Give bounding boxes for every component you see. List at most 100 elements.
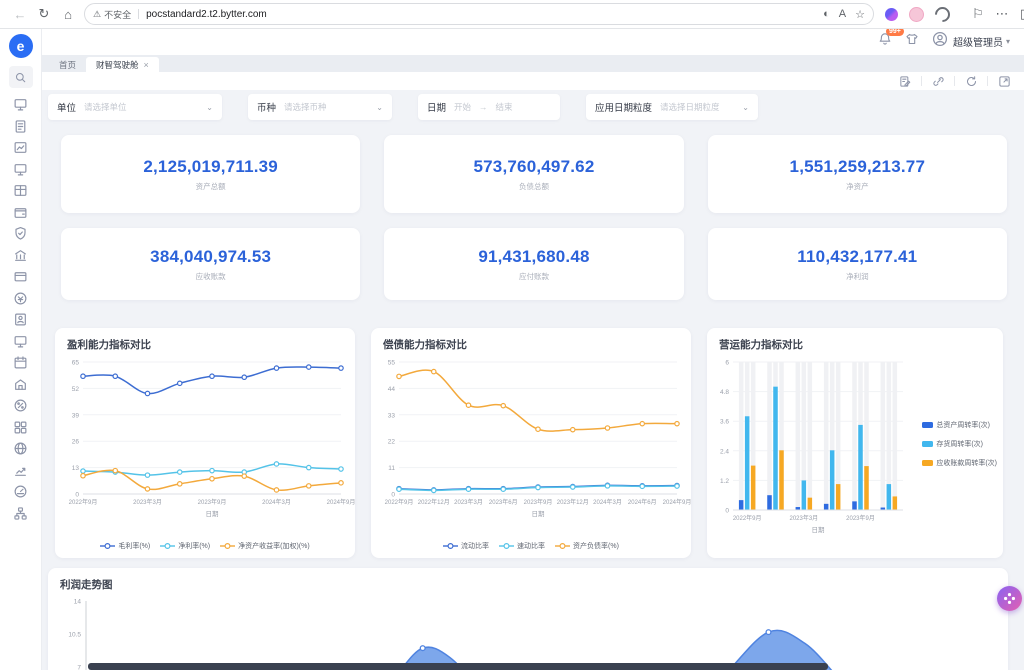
sidebar-item-percent-icon[interactable]: [8, 395, 34, 417]
sidebar-search-button[interactable]: [9, 66, 33, 88]
legend-item[interactable]: 总资产周转率(次): [922, 420, 997, 430]
sidebar-item-file-icon[interactable]: [8, 116, 34, 138]
tab-close-icon[interactable]: ×: [144, 60, 149, 70]
chevron-down-icon: ⌄: [206, 103, 213, 112]
sidebar-item-coin-icon[interactable]: [8, 288, 34, 310]
svg-text:33: 33: [388, 412, 396, 419]
legend-item[interactable]: 净资产收益率(加权)(%): [220, 541, 310, 551]
link-icon[interactable]: [930, 74, 946, 88]
sidebar-item-wallet-icon[interactable]: [8, 202, 34, 224]
reload-icon[interactable]: [963, 74, 979, 88]
stat-label: 应付账款: [519, 271, 549, 282]
app-header: 99+ 超级管理员 ▾: [41, 28, 1024, 55]
url-text[interactable]: pocstandard2.t2.bytter.com: [146, 9, 814, 20]
sidebar-item-table-icon[interactable]: [8, 180, 34, 202]
tab-home[interactable]: 首页: [49, 57, 86, 72]
date-label: 日期: [427, 100, 446, 114]
legend-item[interactable]: 流动比率: [443, 541, 489, 551]
svg-text:6: 6: [725, 360, 729, 367]
sidebar-item-gauge-icon[interactable]: [8, 481, 34, 503]
sidebar-item-grid4-icon[interactable]: [8, 417, 34, 439]
svg-text:2023年3月: 2023年3月: [133, 498, 162, 506]
legend-item[interactable]: 净利率(%): [160, 541, 210, 551]
browser-menu-icon[interactable]: ⋯: [990, 4, 1014, 24]
svg-text:44: 44: [388, 386, 396, 393]
purple-extension-icon[interactable]: [885, 8, 898, 21]
sidebar-item-globe-icon[interactable]: [8, 438, 34, 460]
svg-text:39: 39: [72, 412, 80, 419]
svg-text:7: 7: [77, 665, 81, 670]
sidebar-item-trend-icon[interactable]: [8, 460, 34, 482]
chart-title: 营运能力指标对比: [719, 337, 803, 352]
tab-home-label: 首页: [59, 59, 76, 71]
unit-select[interactable]: 单位 请选择单位 ⌄: [48, 94, 222, 120]
font-size-icon[interactable]: A: [839, 8, 846, 20]
refresh-icon[interactable]: ↻: [32, 4, 56, 24]
svg-text:2023年9月: 2023年9月: [846, 514, 875, 522]
reader-mode-icon[interactable]: ◐: [823, 8, 830, 20]
stat-card-total-liabilities: 573,760,497.62 负债总额: [384, 135, 683, 213]
tab-dashboard[interactable]: 财智驾驶舱 ×: [86, 57, 159, 72]
stat-label: 应收账款: [196, 271, 226, 282]
app-logo[interactable]: e: [9, 34, 33, 58]
sidebar-item-chart-image-icon[interactable]: [8, 137, 34, 159]
svg-text:2023年9月: 2023年9月: [198, 498, 227, 506]
sidebar-item-card-icon[interactable]: [8, 266, 34, 288]
svg-text:2024年3月: 2024年3月: [262, 498, 291, 506]
granularity-placeholder: 请选择日期粒度: [660, 101, 732, 113]
user-menu[interactable]: 超级管理员 ▾: [932, 31, 1010, 52]
stat-value: 91,431,680.48: [478, 247, 589, 267]
svg-text:日期: 日期: [532, 510, 546, 518]
stat-value: 573,760,497.62: [474, 157, 595, 177]
address-bar[interactable]: ⚠ 不安全 pocstandard2.t2.bytter.com ◐ A ☆: [84, 3, 874, 25]
sidebar-item-monitor-icon[interactable]: [8, 331, 34, 353]
floating-assistant-button[interactable]: [997, 586, 1022, 611]
divider: [921, 76, 922, 86]
sidebar-item-monitor-icon[interactable]: [8, 159, 34, 181]
date-range-picker[interactable]: 日期 开始 → 结束: [418, 94, 560, 120]
theme-button[interactable]: [905, 32, 919, 51]
filter-edit-icon[interactable]: [897, 74, 913, 88]
home-icon[interactable]: ⌂: [56, 4, 80, 24]
svg-text:11: 11: [388, 465, 395, 472]
sidebar-item-shield-icon[interactable]: [8, 223, 34, 245]
sidebar-item-bank-icon[interactable]: [8, 245, 34, 267]
chart-legend: 流动比率速动比率资产负债率(%): [371, 541, 691, 551]
sidebar-item-org-tree-icon[interactable]: [8, 503, 34, 525]
svg-text:52: 52: [72, 386, 80, 393]
notifications-button[interactable]: 99+: [878, 32, 892, 51]
stat-value: 1,551,259,213.77: [790, 157, 926, 177]
date-start-placeholder[interactable]: 开始: [454, 101, 471, 113]
sidebar-item-bank-home-icon[interactable]: [8, 374, 34, 396]
legend-item[interactable]: 速动比率: [499, 541, 545, 551]
sidebar-item-calendar-icon[interactable]: [8, 352, 34, 374]
date-end-placeholder[interactable]: 结束: [496, 101, 513, 113]
fullscreen-icon[interactable]: [996, 74, 1012, 88]
browser-toolbar: ← ↻ ⌂ ⚠ 不安全 pocstandard2.t2.bytter.com ◐…: [0, 0, 1024, 29]
back-icon[interactable]: ←: [8, 4, 32, 24]
svg-text:0: 0: [391, 492, 395, 499]
svg-text:2024年9月: 2024年9月: [663, 498, 691, 506]
svg-text:2023年9月: 2023年9月: [524, 498, 553, 506]
svg-text:2024年9月: 2024年9月: [327, 498, 355, 506]
currency-select[interactable]: 币种 请选择币种 ⌄: [248, 94, 392, 120]
legend-item[interactable]: 存货周转率(次): [922, 439, 997, 449]
pink-extension-icon[interactable]: [909, 7, 924, 22]
sidebar-item-monitor-icon[interactable]: [8, 94, 34, 116]
legend-item[interactable]: 应收账款周转率(次): [922, 458, 997, 468]
pin-extension-icon[interactable]: ⚐: [966, 4, 990, 24]
bookmark-star-icon[interactable]: ☆: [855, 8, 865, 21]
insecure-warning-icon[interactable]: ⚠: [93, 9, 101, 20]
filter-bar: 单位 请选择单位 ⌄ 币种 请选择币种 ⌄ 日期 开始 → 结束 应用日期粒度 …: [48, 94, 758, 120]
side-panel-icon[interactable]: ◨: [1014, 4, 1024, 24]
chart-row: 盈利能力指标对比 013263952652022年9月2023年3月2023年9…: [55, 328, 1003, 558]
stat-label: 负债总额: [519, 181, 549, 192]
stat-label: 净资产: [846, 181, 869, 192]
screen: ← ↻ ⌂ ⚠ 不安全 pocstandard2.t2.bytter.com ◐…: [0, 0, 1024, 670]
stat-value: 110,432,177.41: [797, 247, 917, 267]
legend-item[interactable]: 资产负债率(%): [555, 541, 619, 551]
c-extension-icon[interactable]: [932, 3, 953, 24]
granularity-select[interactable]: 应用日期粒度 请选择日期粒度 ⌄: [586, 94, 758, 120]
sidebar-item-user-file-icon[interactable]: [8, 309, 34, 331]
legend-item[interactable]: 毛利率(%): [100, 541, 150, 551]
